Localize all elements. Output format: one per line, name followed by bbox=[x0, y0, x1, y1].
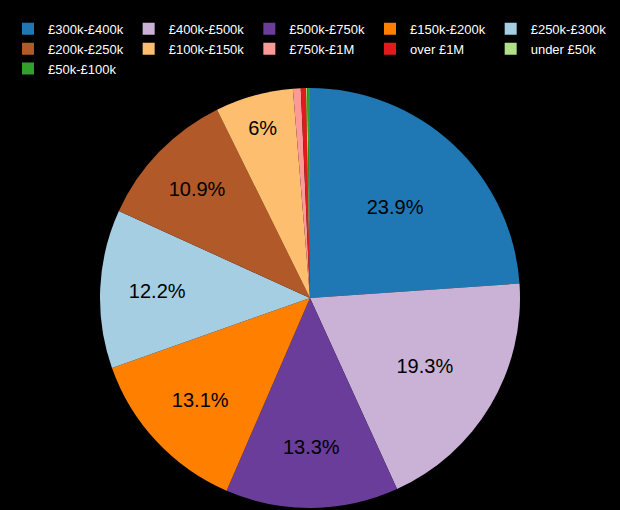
svg-text:19.3%: 19.3% bbox=[396, 355, 453, 377]
svg-text:£150k-£200k: £150k-£200k bbox=[410, 22, 486, 37]
svg-text:23.9%: 23.9% bbox=[367, 196, 424, 218]
svg-text:12.2%: 12.2% bbox=[129, 280, 186, 302]
svg-text:£50k-£100k: £50k-£100k bbox=[48, 62, 116, 77]
svg-text:£100k-£150k: £100k-£150k bbox=[169, 42, 245, 57]
svg-text:under £50k: under £50k bbox=[531, 42, 597, 57]
svg-text:10.9%: 10.9% bbox=[169, 178, 226, 200]
svg-text:6%: 6% bbox=[248, 117, 277, 139]
svg-text:13.1%: 13.1% bbox=[172, 389, 229, 411]
svg-text:over £1M: over £1M bbox=[410, 42, 464, 57]
svg-text:£300k-£400k: £300k-£400k bbox=[48, 22, 124, 37]
svg-text:£250k-£300k: £250k-£300k bbox=[531, 22, 607, 37]
svg-text:£750k-£1M: £750k-£1M bbox=[289, 42, 354, 57]
svg-text:£500k-£750k: £500k-£750k bbox=[289, 22, 365, 37]
svg-text:£200k-£250k: £200k-£250k bbox=[48, 42, 124, 57]
svg-text:13.3%: 13.3% bbox=[283, 436, 340, 458]
svg-text:£400k-£500k: £400k-£500k bbox=[169, 22, 245, 37]
